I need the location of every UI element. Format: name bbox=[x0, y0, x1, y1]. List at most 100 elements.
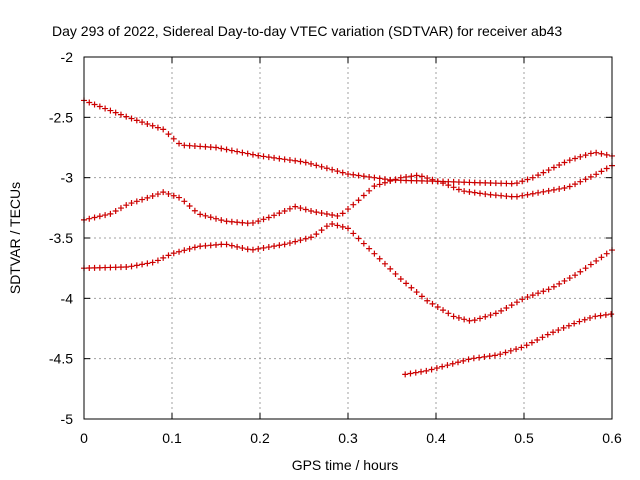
data-point-marker bbox=[160, 189, 167, 196]
data-point-marker bbox=[123, 113, 130, 120]
data-point-marker bbox=[550, 329, 557, 336]
data-point-marker bbox=[429, 300, 436, 307]
data-point-marker bbox=[587, 261, 594, 268]
data-point-marker bbox=[466, 179, 473, 186]
data-point-marker bbox=[534, 336, 541, 343]
data-point-marker bbox=[218, 241, 225, 248]
data-point-marker bbox=[91, 214, 98, 221]
data-point-marker bbox=[355, 235, 362, 242]
data-point-marker bbox=[160, 126, 167, 133]
x-tick-label: 0.2 bbox=[250, 430, 270, 446]
data-point-marker bbox=[281, 156, 288, 163]
data-point-marker bbox=[608, 311, 615, 318]
data-point-marker bbox=[572, 155, 579, 162]
data-point-marker bbox=[376, 181, 383, 188]
data-point-marker bbox=[350, 201, 357, 208]
data-point-marker bbox=[239, 219, 246, 226]
data-point-marker bbox=[455, 359, 461, 366]
data-point-marker bbox=[117, 111, 124, 118]
data-point-marker bbox=[403, 173, 410, 180]
data-point-marker bbox=[281, 207, 288, 214]
data-point-marker bbox=[566, 183, 573, 190]
data-point-marker bbox=[223, 146, 230, 153]
data-point-marker bbox=[170, 250, 177, 257]
data-point-marker bbox=[133, 262, 140, 269]
data-point-marker bbox=[540, 188, 547, 195]
data-point-marker bbox=[281, 241, 288, 248]
data-point-marker bbox=[165, 252, 172, 259]
data-point-marker bbox=[555, 327, 562, 334]
data-point-marker bbox=[181, 198, 188, 205]
data-point-marker bbox=[302, 206, 309, 213]
data-point-marker bbox=[439, 363, 446, 370]
data-point-marker bbox=[381, 179, 388, 186]
data-point-marker bbox=[302, 235, 309, 242]
data-point-marker bbox=[450, 178, 457, 185]
data-point-marker bbox=[587, 150, 594, 157]
data-point-marker bbox=[556, 161, 563, 168]
data-point-marker bbox=[112, 207, 119, 214]
data-point-marker bbox=[487, 191, 494, 198]
data-point-marker bbox=[213, 241, 219, 248]
data-point-marker bbox=[207, 214, 214, 221]
data-point-marker bbox=[297, 237, 304, 244]
data-point-marker bbox=[535, 189, 542, 196]
data-point-marker bbox=[149, 122, 156, 129]
data-point-marker bbox=[139, 119, 146, 126]
data-point-marker bbox=[265, 214, 272, 221]
data-point-marker bbox=[176, 248, 183, 255]
data-point-marker bbox=[477, 179, 483, 186]
data-point-marker bbox=[276, 210, 283, 217]
data-point-marker bbox=[387, 178, 394, 185]
data-point-marker bbox=[481, 353, 488, 360]
data-point-marker bbox=[571, 320, 578, 327]
data-point-marker bbox=[107, 210, 114, 217]
data-point-marker bbox=[107, 264, 114, 271]
data-point-marker bbox=[286, 240, 293, 247]
data-point-marker bbox=[466, 317, 473, 324]
data-point-marker bbox=[366, 173, 373, 180]
data-point-marker bbox=[144, 260, 151, 267]
data-point-marker bbox=[191, 244, 198, 251]
data-point-marker bbox=[271, 243, 278, 250]
data-point-marker bbox=[528, 339, 535, 346]
data-point-marker bbox=[482, 313, 489, 320]
data-point-marker bbox=[593, 171, 600, 178]
y-tick-label: -2 bbox=[61, 49, 74, 65]
data-point-marker bbox=[539, 334, 546, 341]
data-point-marker bbox=[577, 268, 584, 275]
data-point-marker bbox=[345, 225, 351, 232]
data-point-marker bbox=[444, 362, 451, 369]
x-tick-label: 0.4 bbox=[426, 430, 446, 446]
data-point-marker bbox=[139, 196, 146, 203]
y-tick-label: -3 bbox=[61, 170, 74, 186]
data-point-marker bbox=[128, 200, 135, 207]
data-point-marker bbox=[160, 254, 167, 261]
data-point-marker bbox=[598, 254, 605, 261]
data-point-marker bbox=[387, 265, 394, 272]
data-point-marker bbox=[265, 244, 272, 251]
data-point-marker bbox=[207, 144, 214, 151]
grid-lines bbox=[84, 57, 612, 419]
data-point-marker bbox=[223, 218, 230, 225]
data-point-marker bbox=[228, 242, 235, 249]
data-point-marker bbox=[497, 351, 504, 358]
data-point-marker bbox=[602, 311, 609, 318]
data-point-marker bbox=[345, 171, 351, 178]
data-point-marker bbox=[228, 147, 235, 154]
data-point-marker bbox=[223, 241, 230, 248]
data-point-marker bbox=[498, 192, 505, 199]
data-point-marker bbox=[339, 169, 346, 176]
data-point-marker bbox=[597, 312, 604, 319]
data-point-marker bbox=[572, 272, 579, 279]
series-series-4 bbox=[402, 311, 615, 378]
data-point-marker bbox=[482, 191, 489, 198]
data-point-marker bbox=[186, 142, 193, 149]
data-point-marker bbox=[413, 289, 420, 296]
data-point-marker bbox=[202, 242, 209, 249]
data-point-marker bbox=[466, 188, 473, 195]
data-point-marker bbox=[213, 215, 219, 222]
data-point-marker bbox=[244, 246, 251, 253]
data-point-marker bbox=[260, 244, 267, 251]
data-point-marker bbox=[207, 242, 214, 249]
